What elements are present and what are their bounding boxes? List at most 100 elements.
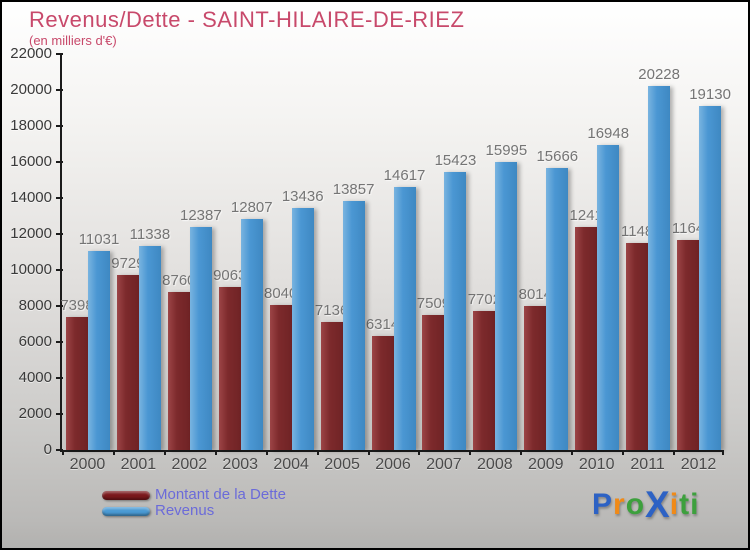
- legend-item-revenus: Revenus: [102, 503, 286, 519]
- y-axis-tick: [56, 89, 63, 91]
- y-axis-tick: [56, 269, 63, 271]
- logo-letter: i: [690, 488, 700, 521]
- dette-value-label: 1148: [621, 223, 654, 241]
- dette-value-label: 9729: [111, 254, 145, 272]
- x-axis-label: 2005: [324, 456, 360, 473]
- y-axis-tick: [56, 125, 63, 127]
- chart-title: Revenus/Dette - SAINT-HILAIRE-DE-RIEZ: [29, 7, 465, 32]
- dette-value-label: 8014: [518, 285, 552, 303]
- revenus-bar: [189, 227, 212, 450]
- revenus-bar: [393, 186, 416, 450]
- y-axis-tick: [56, 197, 63, 199]
- x-axis-tick: [418, 450, 421, 455]
- revenus-bar: [597, 144, 620, 450]
- logo-letter: X: [645, 484, 670, 525]
- bar-group: 7398 11031 2000: [60, 54, 119, 473]
- revenus-bar: [699, 105, 722, 450]
- revenus-value-label: 15995: [485, 142, 528, 160]
- x-axis-label: 2012: [680, 456, 717, 473]
- x-axis-tick: [316, 450, 319, 455]
- revenus-bar: [648, 85, 671, 450]
- logo-letter: r: [613, 488, 626, 521]
- y-axis-tick: [56, 305, 63, 307]
- y-axis-tick: [56, 449, 63, 451]
- y-axis-tick: [56, 413, 63, 415]
- bar-group: 1148 20228 2011: [621, 54, 680, 473]
- logo-letter: P: [592, 488, 614, 521]
- dette-bar: [269, 305, 292, 450]
- y-axis-tick-label: 12000: [10, 225, 52, 242]
- x-axis-label: 2001: [120, 456, 157, 473]
- y-axis: 0 2000 4000 6000 8000 10000 12000 14000 16000 180…: [2, 45, 63, 458]
- x-axis-label: 2006: [375, 456, 411, 473]
- bar-group: 9063 12807 2003: [213, 54, 273, 473]
- revenus-value-label: 11031: [78, 231, 120, 249]
- x-axis-tick: [673, 450, 676, 455]
- logo-letter: t: [679, 488, 691, 521]
- revenus-bar: [546, 168, 569, 450]
- bar-group: 9729 11338 2001: [111, 54, 170, 473]
- revenus-bar: [444, 172, 467, 450]
- x-axis-tick: [469, 450, 472, 455]
- dette-value-label: 7398: [60, 296, 94, 314]
- y-axis-tick: [56, 233, 63, 235]
- dette-value-label: 7136: [314, 301, 349, 319]
- y-axis-tick: [56, 53, 63, 55]
- y-axis-tick-label: 18000: [10, 117, 52, 134]
- revenus-value-label: 12807: [230, 199, 273, 217]
- revenus-value-label: 13436: [281, 188, 324, 206]
- dette-bar: [320, 321, 343, 450]
- legend-label-revenus: Revenus: [155, 502, 215, 519]
- legend-item-dette: Montant de la Dette: [102, 487, 286, 503]
- bar-group: 8040 13436 2004: [264, 54, 324, 473]
- y-axis-tick: [56, 341, 63, 343]
- revenus-value-label: 20228: [638, 65, 680, 83]
- x-axis-label: 2008: [477, 456, 513, 473]
- bar-group: 7702 15995 2008: [468, 54, 528, 473]
- x-axis-tick: [622, 450, 625, 455]
- dette-bar: [218, 286, 241, 450]
- legend-swatch-dette: [102, 490, 150, 500]
- revenus-value-label: 19130: [689, 85, 731, 103]
- dette-bar: [371, 336, 394, 450]
- revenus-value-label: 12387: [179, 207, 222, 225]
- bar-group: 6314 14617 2006: [365, 54, 426, 473]
- x-axis-label: 2007: [426, 456, 462, 473]
- x-axis-label: 2000: [69, 456, 106, 473]
- revenus-value-label: 15666: [536, 148, 579, 166]
- logo-letter: i: [669, 488, 680, 521]
- bar-group: 8760 12387 2002: [162, 54, 222, 473]
- y-axis-tick-label: 22000: [10, 45, 52, 62]
- x-axis-tick: [722, 450, 724, 455]
- bar-group: 7136 13857 2005: [314, 54, 375, 473]
- bar-group: 1241 16948 2010: [570, 54, 630, 473]
- revenus-value-label: 16948: [587, 124, 630, 142]
- legend: Montant de la Dette Revenus: [102, 487, 286, 519]
- x-axis-label: 2002: [171, 456, 208, 473]
- y-axis-tick-label: 16000: [10, 153, 52, 170]
- legend-label-dette: Montant de la Dette: [155, 486, 286, 503]
- revenus-bar: [342, 200, 365, 450]
- y-axis-tick-label: 2000: [18, 405, 52, 422]
- x-axis-label: 2011: [630, 456, 665, 473]
- x-axis-tick: [112, 450, 115, 455]
- bar-group: 7509 15423 2007: [417, 54, 477, 473]
- revenus-bar: [291, 208, 314, 450]
- revenus-bar: [495, 162, 518, 450]
- y-axis-tick-label: 6000: [18, 333, 52, 350]
- revenus-bar: [240, 219, 263, 450]
- dette-bar: [575, 226, 598, 450]
- y-axis-tick: [56, 161, 63, 163]
- dette-bar: [116, 274, 139, 450]
- y-axis-tick-label: 20000: [10, 81, 52, 98]
- chart-subtitle: (en milliers d'€): [29, 33, 117, 48]
- y-axis-tick: [56, 377, 63, 379]
- logo-letter: o: [625, 488, 646, 521]
- dette-value-label: 1164: [671, 220, 705, 238]
- dette-value-label: 6314: [365, 316, 400, 334]
- y-axis-tick-label: 4000: [18, 369, 52, 386]
- x-axis-tick: [520, 450, 523, 455]
- x-axis-tick: [163, 450, 166, 455]
- dette-bar: [626, 243, 649, 450]
